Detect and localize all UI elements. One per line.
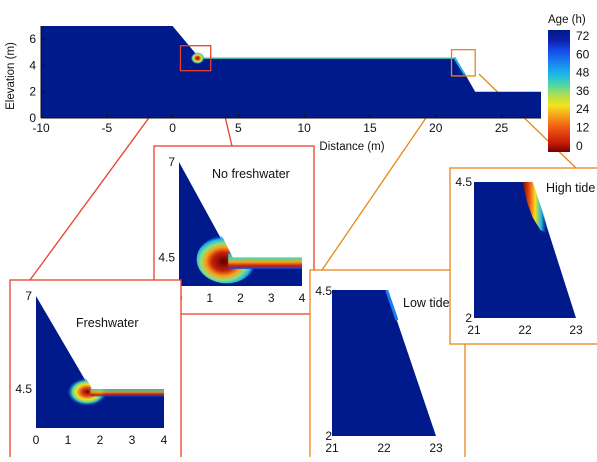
freshwater-x-tick-label: 3 bbox=[129, 433, 136, 447]
inset-domain-low-tide bbox=[332, 290, 436, 436]
inset-air-mask-freshwater bbox=[42, 296, 164, 389]
main-ylabel: Elevation (m) bbox=[5, 42, 17, 110]
colorbar-tick-label: 48 bbox=[576, 66, 590, 80]
connector-line-orange-right bbox=[478, 73, 577, 169]
main-x-tick-label: 10 bbox=[297, 121, 311, 135]
inset-surface-band-freshwater bbox=[90, 387, 164, 397]
inset-title-low-tide: Low tide bbox=[403, 296, 450, 310]
no-freshwater-y-tick-label: 4.5 bbox=[158, 250, 175, 264]
freshwater-y-tick-label: 7 bbox=[25, 289, 32, 303]
zoom-box-orange bbox=[450, 49, 476, 77]
freshwater-x-tick-label: 2 bbox=[97, 433, 104, 447]
colorbar-ticks: 72 60 48 36 24 12 0 bbox=[576, 29, 590, 153]
freshwater-y-tick-label: 4.5 bbox=[15, 382, 32, 396]
inset-axes-high-tide: 21 22 23 4.5 2 bbox=[455, 175, 583, 337]
colorbar-tick-label: 0 bbox=[576, 139, 583, 153]
colorbar-tick-label: 36 bbox=[576, 84, 590, 98]
inset-title-high-tide: High tide bbox=[546, 181, 595, 195]
inset-domain-high-tide bbox=[474, 182, 576, 318]
high-tide-y-tick-label: 2 bbox=[465, 311, 472, 325]
low-tide-x-tick-label: 22 bbox=[377, 441, 391, 455]
zoom-box-red bbox=[179, 45, 212, 72]
freshwater-x-tick-label: 1 bbox=[65, 433, 72, 447]
main-domain bbox=[41, 26, 541, 118]
colorbar: Age (h) 72 60 48 36 24 12 0 bbox=[548, 14, 590, 153]
inset-air-mask-no-freshwater bbox=[184, 162, 302, 258]
freshwater-x-tick-label: 4 bbox=[161, 433, 168, 447]
colorbar-title: Age (h) bbox=[548, 14, 586, 26]
main-axes: -10 -5 0 5 10 15 20 25 0 2 4 6 bbox=[29, 26, 541, 135]
high-tide-x-tick-label: 21 bbox=[467, 323, 481, 337]
no-freshwater-x-tick-label: 4 bbox=[299, 291, 306, 305]
main-xlabel: Distance (m) bbox=[319, 141, 384, 153]
main-y-tick-label: 0 bbox=[29, 111, 36, 125]
inset-beach-face-band-high-tide bbox=[522, 182, 548, 234]
main-beach-face-band bbox=[453, 57, 466, 76]
colorbar-ramp bbox=[548, 30, 570, 152]
inset-axes-low-tide: 21 22 23 4.5 2 bbox=[315, 284, 443, 455]
main-corner-hotspot bbox=[190, 52, 205, 65]
main-x-tick-label: 0 bbox=[169, 121, 176, 135]
colorbar-tick-label: 24 bbox=[576, 102, 590, 116]
low-tide-x-tick-label: 23 bbox=[429, 441, 443, 455]
main-x-tick-label: 25 bbox=[495, 121, 509, 135]
colorbar-tick-label: 72 bbox=[576, 29, 590, 43]
low-tide-y-tick-label: 2 bbox=[325, 429, 332, 443]
high-tide-x-tick-label: 22 bbox=[518, 323, 532, 337]
no-freshwater-x-tick-label: 1 bbox=[206, 291, 213, 305]
inset-title-freshwater: Freshwater bbox=[76, 316, 139, 330]
main-x-tick-label: -10 bbox=[32, 121, 50, 135]
main-x-tick-label: -5 bbox=[101, 121, 112, 135]
inset-freshwater: Freshwater 0 1 2 3 4 7 4.5 bbox=[9, 279, 182, 462]
no-freshwater-x-tick-label: 3 bbox=[268, 291, 275, 305]
inset-high-tide: High tide 21 22 23 4.5 2 bbox=[449, 167, 597, 345]
main-y-tick-label: 4 bbox=[29, 58, 36, 72]
no-freshwater-x-tick-label: 2 bbox=[237, 291, 244, 305]
freshwater-x-tick-label: 0 bbox=[33, 433, 40, 447]
colorbar-tick-label: 60 bbox=[576, 47, 590, 61]
no-freshwater-y-tick-label: 7 bbox=[168, 155, 175, 169]
inset-beach-face-band-low-tide bbox=[385, 290, 399, 321]
inset-axes-freshwater: 0 1 2 3 4 7 4.5 bbox=[15, 289, 167, 447]
high-tide-x-tick-label: 23 bbox=[569, 323, 583, 337]
main-x-tick-label: 5 bbox=[235, 121, 242, 135]
inset-title-no-freshwater: No freshwater bbox=[212, 167, 290, 181]
main-x-tick-label: 20 bbox=[429, 121, 443, 135]
main-x-tick-label: 15 bbox=[363, 121, 377, 135]
low-tide-y-tick-label: 4.5 bbox=[315, 284, 332, 298]
main-y-tick-label: 6 bbox=[29, 32, 36, 46]
main-y-tick-label: 2 bbox=[29, 85, 36, 99]
inset-low-tide: Low tide 21 22 23 4.5 2 bbox=[309, 269, 466, 462]
main-plot: -10 -5 0 5 10 15 20 25 0 2 4 6 Distance (m) Elevati… bbox=[5, 26, 541, 153]
colorbar-tick-label: 12 bbox=[576, 121, 590, 135]
high-tide-y-tick-label: 4.5 bbox=[455, 175, 472, 189]
low-tide-x-tick-label: 21 bbox=[325, 441, 339, 455]
